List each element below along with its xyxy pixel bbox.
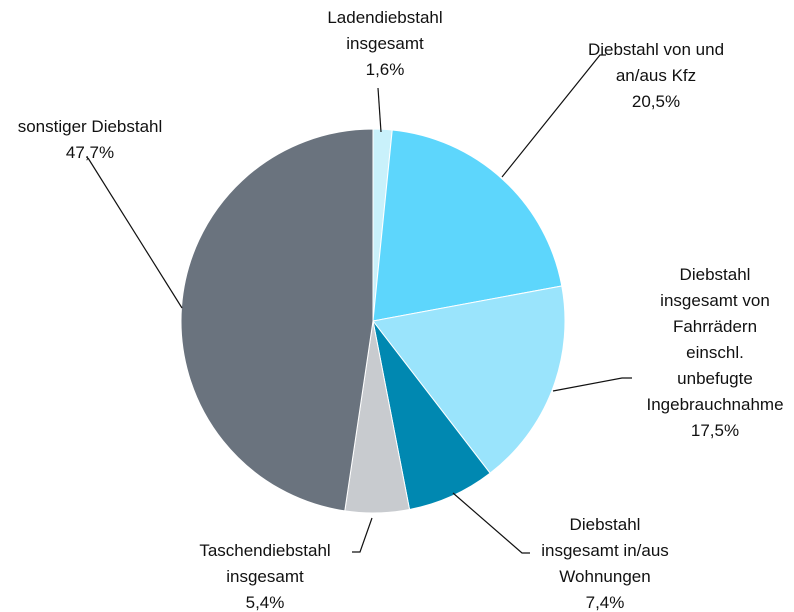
value-label: 47,7% xyxy=(65,143,115,162)
slice-label: Diebstahl insgesamt von Fahrrädern einsc… xyxy=(646,262,783,444)
category-label: Taschendiebstahl insgesamt xyxy=(199,541,331,586)
value-label: 20,5% xyxy=(631,92,681,111)
pie-slice xyxy=(372,129,563,322)
leader-line xyxy=(501,54,606,178)
leader-line xyxy=(352,517,373,553)
leader-line xyxy=(377,87,382,133)
slice-label: sonstiger Diebstahl 47,7% xyxy=(18,114,163,166)
slices xyxy=(180,128,566,514)
value-label: 5,4% xyxy=(245,593,285,612)
value-label: 7,4% xyxy=(585,593,625,612)
pie-slice xyxy=(180,128,374,512)
category-label: Diebstahl von und an/aus Kfz xyxy=(587,40,725,85)
value-label: 17,5% xyxy=(690,421,740,440)
slice-label: Ladendiebstahl insgesamt 1,6% xyxy=(327,5,442,83)
leader-line xyxy=(552,377,632,392)
category-label: Diebstahl insgesamt in/aus Wohnungen xyxy=(541,515,669,586)
value-label: 1,6% xyxy=(365,60,405,79)
slice-label: Diebstahl insgesamt in/aus Wohnungen 7,4% xyxy=(541,512,669,612)
category-label: Ladendiebstahl insgesamt xyxy=(327,8,443,53)
slice-label: Diebstahl von und an/aus Kfz 20,5% xyxy=(588,37,724,115)
leader-line xyxy=(452,492,530,554)
pie-slice xyxy=(372,285,566,474)
slice-label: Taschendiebstahl insgesamt 5,4% xyxy=(199,538,330,612)
category-label: Diebstahl insgesamt von Fahrrädern einsc… xyxy=(646,265,784,414)
leader-line xyxy=(87,157,183,309)
category-label: sonstiger Diebstahl xyxy=(17,117,163,136)
